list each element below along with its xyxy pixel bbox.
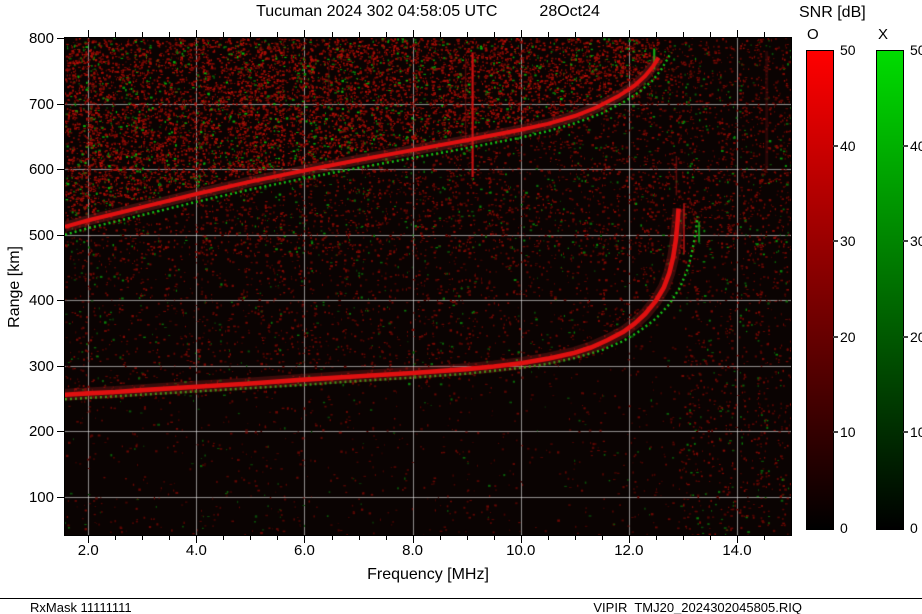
x-minor-tick-bottom [682,536,684,540]
x-minor-tick-top [88,30,90,37]
x-tick-label: 4.0 [185,542,207,559]
x-minor-tick-bottom [142,536,144,540]
x-tick-label: 2.0 [77,542,99,559]
x-minor-tick-bottom [250,536,252,540]
title-date: 28Oct24 [539,3,600,20]
y-tick-mark [57,38,64,39]
colorbar-x-label: X [878,26,889,43]
x-minor-tick-bottom [655,536,657,540]
footer-divider [0,598,922,599]
y-tick-mark [57,300,64,302]
x-minor-tick-bottom [439,536,441,540]
x-tick-mark [196,536,198,543]
colorbar-tick-label: 50 [910,42,922,58]
colorbar-x-gradient [876,50,904,530]
x-minor-tick-top [412,30,414,37]
x-minor-tick-top [628,30,630,37]
y-axis-label: Range [km] [6,245,23,328]
y-axis-label-wrap: Range [km] [0,38,30,535]
y-tick-mark [57,103,64,105]
colorbar-tick-label: 0 [840,520,848,536]
x-tick-label: 12.0 [614,542,644,559]
colorbar-o-label: O [807,26,819,43]
y-tick-mark [57,234,64,236]
footer-filename: VIPIR TMJ20_2024302045805.RIQ [593,600,802,614]
x-minor-tick-bottom [709,536,711,540]
colorbar-tick-label: 30 [910,233,922,250]
colorbar-tick-label: 10 [910,424,922,441]
x-minor-tick-bottom [331,536,333,540]
colorbar-tick-label: 40 [840,137,856,154]
x-tick-label: 10.0 [506,542,536,559]
footer-rxmask: RxMask 11111111 [30,600,132,614]
colorbar-tick-label: 40 [910,137,922,154]
colorbar-o-gradient [806,50,834,530]
colorbar-tick-label: 20 [840,328,856,345]
x-axis-label: Frequency [MHz] [367,566,489,583]
ionogram-canvas [65,38,791,535]
colorbar-tick-label: 0 [910,520,918,536]
x-minor-tick-top [736,30,738,37]
colorbar-tick-label: 10 [840,424,856,441]
x-tick-label: 14.0 [722,542,752,559]
plot-frame [64,37,792,536]
x-minor-tick-bottom [547,536,549,540]
x-minor-tick-bottom [493,536,495,540]
x-minor-tick-bottom [358,536,360,540]
x-minor-tick-top [304,30,306,37]
x-minor-tick-bottom [223,536,225,540]
x-minor-tick-bottom [601,536,603,540]
x-minor-tick-bottom [277,536,279,540]
x-tick-mark [88,536,90,543]
colorbar-tick-label: 30 [840,233,856,250]
x-tick-mark [628,536,630,543]
x-minor-tick-bottom [169,536,171,540]
plot-title: Tucuman 2024 302 04:58:05 UTC 28Oct24 [65,3,791,21]
colorbar-tick-label: 50 [840,42,856,58]
x-minor-tick-bottom [385,536,387,540]
x-minor-tick-top [196,30,198,37]
title-station-time: Tucuman 2024 302 04:58:05 UTC [256,3,498,20]
x-minor-tick-bottom [115,536,117,540]
y-tick-mark [57,169,64,171]
x-tick-mark [304,536,306,543]
x-minor-tick-bottom [763,536,765,540]
colorbar-tick-label: 20 [910,328,922,345]
x-tick-mark [520,536,522,543]
x-minor-tick-top [520,30,522,37]
x-minor-tick-bottom [466,536,468,540]
x-tick-mark [412,536,414,543]
x-tick-mark [736,536,738,543]
x-tick-label: 8.0 [402,542,424,559]
colorbar-title: SNR [dB] [799,4,866,21]
y-tick-mark [57,431,64,433]
y-tick-mark [57,496,64,498]
x-minor-tick-bottom [574,536,576,540]
x-tick-label: 6.0 [294,542,315,559]
y-tick-mark [57,365,64,367]
